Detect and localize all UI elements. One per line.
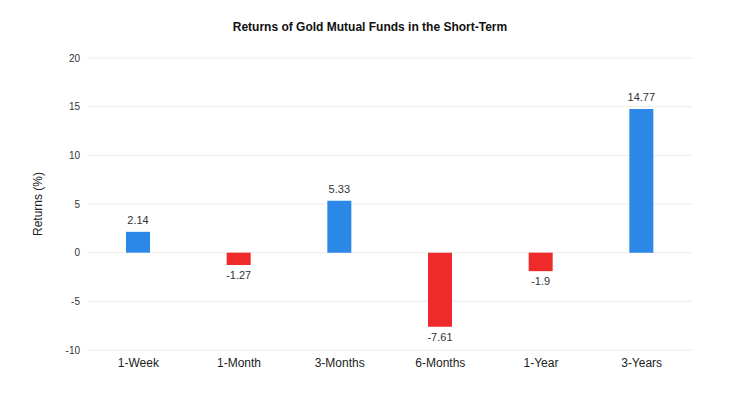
svg-text:-1.9: -1.9 — [531, 275, 550, 287]
svg-text:14.77: 14.77 — [628, 91, 656, 103]
svg-text:20: 20 — [69, 53, 81, 64]
svg-text:1-Month: 1-Month — [217, 356, 261, 370]
svg-text:-1.27: -1.27 — [226, 269, 251, 281]
svg-text:10: 10 — [69, 150, 81, 161]
svg-text:3-Years: 3-Years — [621, 356, 662, 370]
svg-text:-7.61: -7.61 — [427, 331, 452, 343]
svg-text:3-Months: 3-Months — [315, 356, 365, 370]
svg-text:5: 5 — [74, 199, 80, 210]
svg-text:1-Week: 1-Week — [118, 356, 160, 370]
svg-text:5.33: 5.33 — [329, 183, 350, 195]
svg-text:1-Year: 1-Year — [524, 356, 559, 370]
html-text:Returns of Gold Mutual Funds i: Returns of Gold Mutual Funds in the Shor… — [232, 20, 508, 34]
svg-text:-5: -5 — [71, 296, 80, 307]
svg-text:0: 0 — [74, 247, 80, 258]
svg-text:Returns (%): Returns (%) — [31, 172, 45, 236]
svg-text:6-Months: 6-Months — [415, 356, 465, 370]
svg-text:2.14: 2.14 — [127, 214, 148, 226]
svg-text:-10: -10 — [66, 345, 81, 356]
svg-text:15: 15 — [69, 101, 81, 112]
